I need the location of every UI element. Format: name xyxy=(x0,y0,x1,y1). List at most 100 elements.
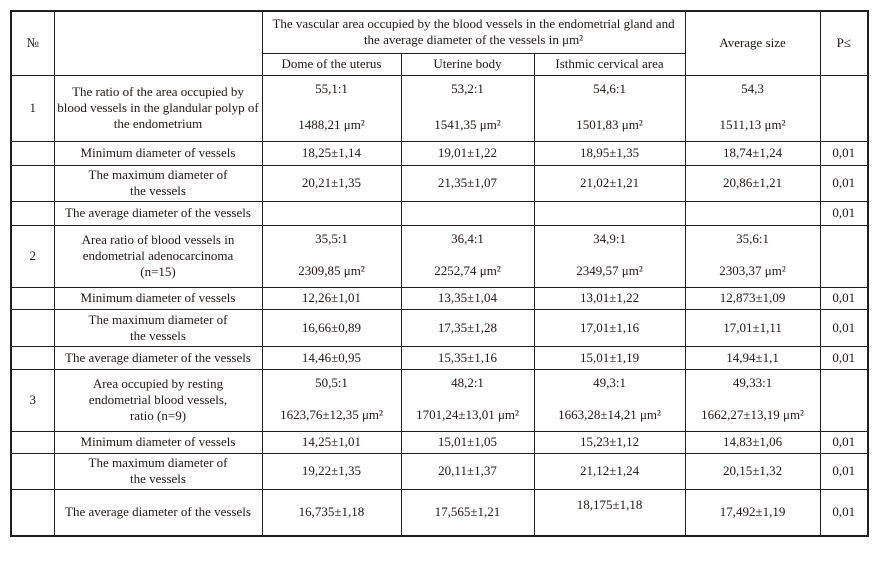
body-area: 1541,35 μm² xyxy=(434,116,501,132)
cell-dome: 20,21±1,35 xyxy=(261,164,402,202)
cell-description: Area ratio of blood vessels in endometri… xyxy=(53,224,263,288)
cell-number xyxy=(10,164,55,202)
col-header-uterine-body: Uterine body xyxy=(400,52,535,76)
cell-p-value: 0,01 xyxy=(819,200,869,226)
cell-description: The ratio of the area occupied by blood … xyxy=(53,74,263,142)
cell-isthmic: 15,01±1,19 xyxy=(533,345,686,370)
cell-p-value xyxy=(819,224,869,288)
cell-number xyxy=(10,452,55,490)
dome-ratio: 55,1:1 xyxy=(315,80,348,96)
isthmic-area: 1501,83 μm² xyxy=(576,116,643,132)
cell-description: The average diameter of the vessels xyxy=(53,200,263,226)
cell-dome: 19,22±1,35 xyxy=(261,452,402,490)
cell-uterine-body: 17,565±1,21 xyxy=(400,488,535,537)
isthmic-area: 1663,28±14,21 μm² xyxy=(558,406,661,422)
col-header-dome: Dome of the uterus xyxy=(261,52,402,76)
dome-ratio: 35,5:1 xyxy=(315,230,348,246)
cell-dome: 55,1:1 1488,21 μm² xyxy=(261,74,402,142)
cell-average: 17,492±1,19 xyxy=(684,488,821,537)
cell-p-value: 0,01 xyxy=(819,345,869,370)
cell-p-value: 0,01 xyxy=(819,140,869,166)
cell-isthmic: 18,95±1,35 xyxy=(533,140,686,166)
body-ratio: 36,4:1 xyxy=(451,230,484,246)
average-ratio: 49,33:1 xyxy=(732,374,773,390)
col-header-p-value: P≤ xyxy=(819,10,869,76)
vascular-area-table: № The vascular area occupied by the bloo… xyxy=(10,10,870,537)
cell-number xyxy=(10,345,55,370)
cell-p-value: 0,01 xyxy=(819,430,869,454)
cell-dome: 18,25±1,14 xyxy=(261,140,402,166)
cell-uterine-body xyxy=(400,200,535,226)
cell-isthmic: 21,02±1,21 xyxy=(533,164,686,202)
cell-description: Minimum diameter of vessels xyxy=(53,286,263,310)
cell-p-value: 0,01 xyxy=(819,164,869,202)
table-row-section3-min: Minimum diameter of vessels 14,25±1,01 1… xyxy=(10,430,869,454)
cell-average: 14,83±1,06 xyxy=(684,430,821,454)
body-area: 2252,74 μm² xyxy=(434,262,501,278)
cell-uterine-body: 48,2:1 1701,24±13,01 μm² xyxy=(400,368,535,432)
cell-description: The maximum diameter of the vessels xyxy=(53,164,263,202)
cell-description: The average diameter of the vessels xyxy=(53,488,263,537)
cell-p-value xyxy=(819,368,869,432)
isthmic-ratio: 54,6:1 xyxy=(593,80,626,96)
cell-isthmic: 34,9:1 2349,57 μm² xyxy=(533,224,686,288)
cell-average: 14,94±1,1 xyxy=(684,345,821,370)
cell-dome: 50,5:1 1623,76±12,35 μm² xyxy=(261,368,402,432)
cell-description: The average diameter of the vessels xyxy=(53,345,263,370)
cell-average: 18,74±1,24 xyxy=(684,140,821,166)
cell-description: The maximum diameter of the vessels xyxy=(53,308,263,347)
body-ratio: 48,2:1 xyxy=(451,374,484,390)
cell-number xyxy=(10,140,55,166)
cell-p-value: 0,01 xyxy=(819,286,869,310)
cell-uterine-body: 20,11±1,37 xyxy=(400,452,535,490)
cell-uterine-body: 36,4:1 2252,74 μm² xyxy=(400,224,535,288)
isthmic-ratio: 34,9:1 xyxy=(593,230,626,246)
cell-p-value: 0,01 xyxy=(819,488,869,537)
cell-number xyxy=(10,286,55,310)
cell-dome: 14,25±1,01 xyxy=(261,430,402,454)
dome-ratio: 50,5:1 xyxy=(315,374,348,390)
cell-number xyxy=(10,430,55,454)
table-row-section3-max: The maximum diameter of the vessels 19,2… xyxy=(10,452,869,490)
dome-area: 1488,21 μm² xyxy=(298,116,365,132)
header-row-1: № The vascular area occupied by the bloo… xyxy=(10,10,869,76)
cell-number: 3 xyxy=(10,368,55,432)
cell-number: 2 xyxy=(10,224,55,288)
cell-average xyxy=(684,200,821,226)
cell-average: 20,86±1,21 xyxy=(684,164,821,202)
cell-average: 54,3 1511,13 μm² xyxy=(684,74,821,142)
average-ratio: 35,6:1 xyxy=(736,230,769,246)
col-header-description xyxy=(53,10,263,76)
col-header-group: The vascular area occupied by the blood … xyxy=(261,10,686,54)
cell-p-value: 0,01 xyxy=(819,308,869,347)
isthmic-area: 2349,57 μm² xyxy=(576,262,643,278)
table-row-section2-max: The maximum diameter of the vessels 16,6… xyxy=(10,308,869,347)
cell-average: 49,33:1 1662,27±13,19 μm² xyxy=(684,368,821,432)
table-row-section1-min: Minimum diameter of vessels 18,25±1,14 1… xyxy=(10,140,869,166)
cell-uterine-body: 53,2:1 1541,35 μm² xyxy=(400,74,535,142)
cell-p-value: 0,01 xyxy=(819,452,869,490)
cell-number: 1 xyxy=(10,74,55,142)
table-row-section2-main: 2 Area ratio of blood vessels in endomet… xyxy=(10,224,869,288)
table-row-section2-min: Minimum diameter of vessels 12,26±1,01 1… xyxy=(10,286,869,310)
col-header-isthmic: Isthmic cervical area xyxy=(533,52,686,76)
average-area: 2303,37 μm² xyxy=(719,262,786,278)
cell-description: The maximum diameter of the vessels xyxy=(53,452,263,490)
cell-number xyxy=(10,488,55,537)
cell-average: 20,15±1,32 xyxy=(684,452,821,490)
cell-average: 12,873±1,09 xyxy=(684,286,821,310)
cell-average: 35,6:1 2303,37 μm² xyxy=(684,224,821,288)
isthmic-ratio: 49,3:1 xyxy=(593,374,626,390)
cell-dome: 14,46±0,95 xyxy=(261,345,402,370)
col-header-number: № xyxy=(10,10,55,76)
cell-isthmic: 54,6:1 1501,83 μm² xyxy=(533,74,686,142)
table-row-section3-main: 3 Area occupied by resting endometrial b… xyxy=(10,368,869,432)
cell-number xyxy=(10,308,55,347)
cell-isthmic xyxy=(533,200,686,226)
cell-dome xyxy=(261,200,402,226)
average-area: 1511,13 μm² xyxy=(719,116,786,132)
cell-isthmic: 21,12±1,24 xyxy=(533,452,686,490)
cell-uterine-body: 15,35±1,16 xyxy=(400,345,535,370)
average-area: 1662,27±13,19 μm² xyxy=(701,406,804,422)
